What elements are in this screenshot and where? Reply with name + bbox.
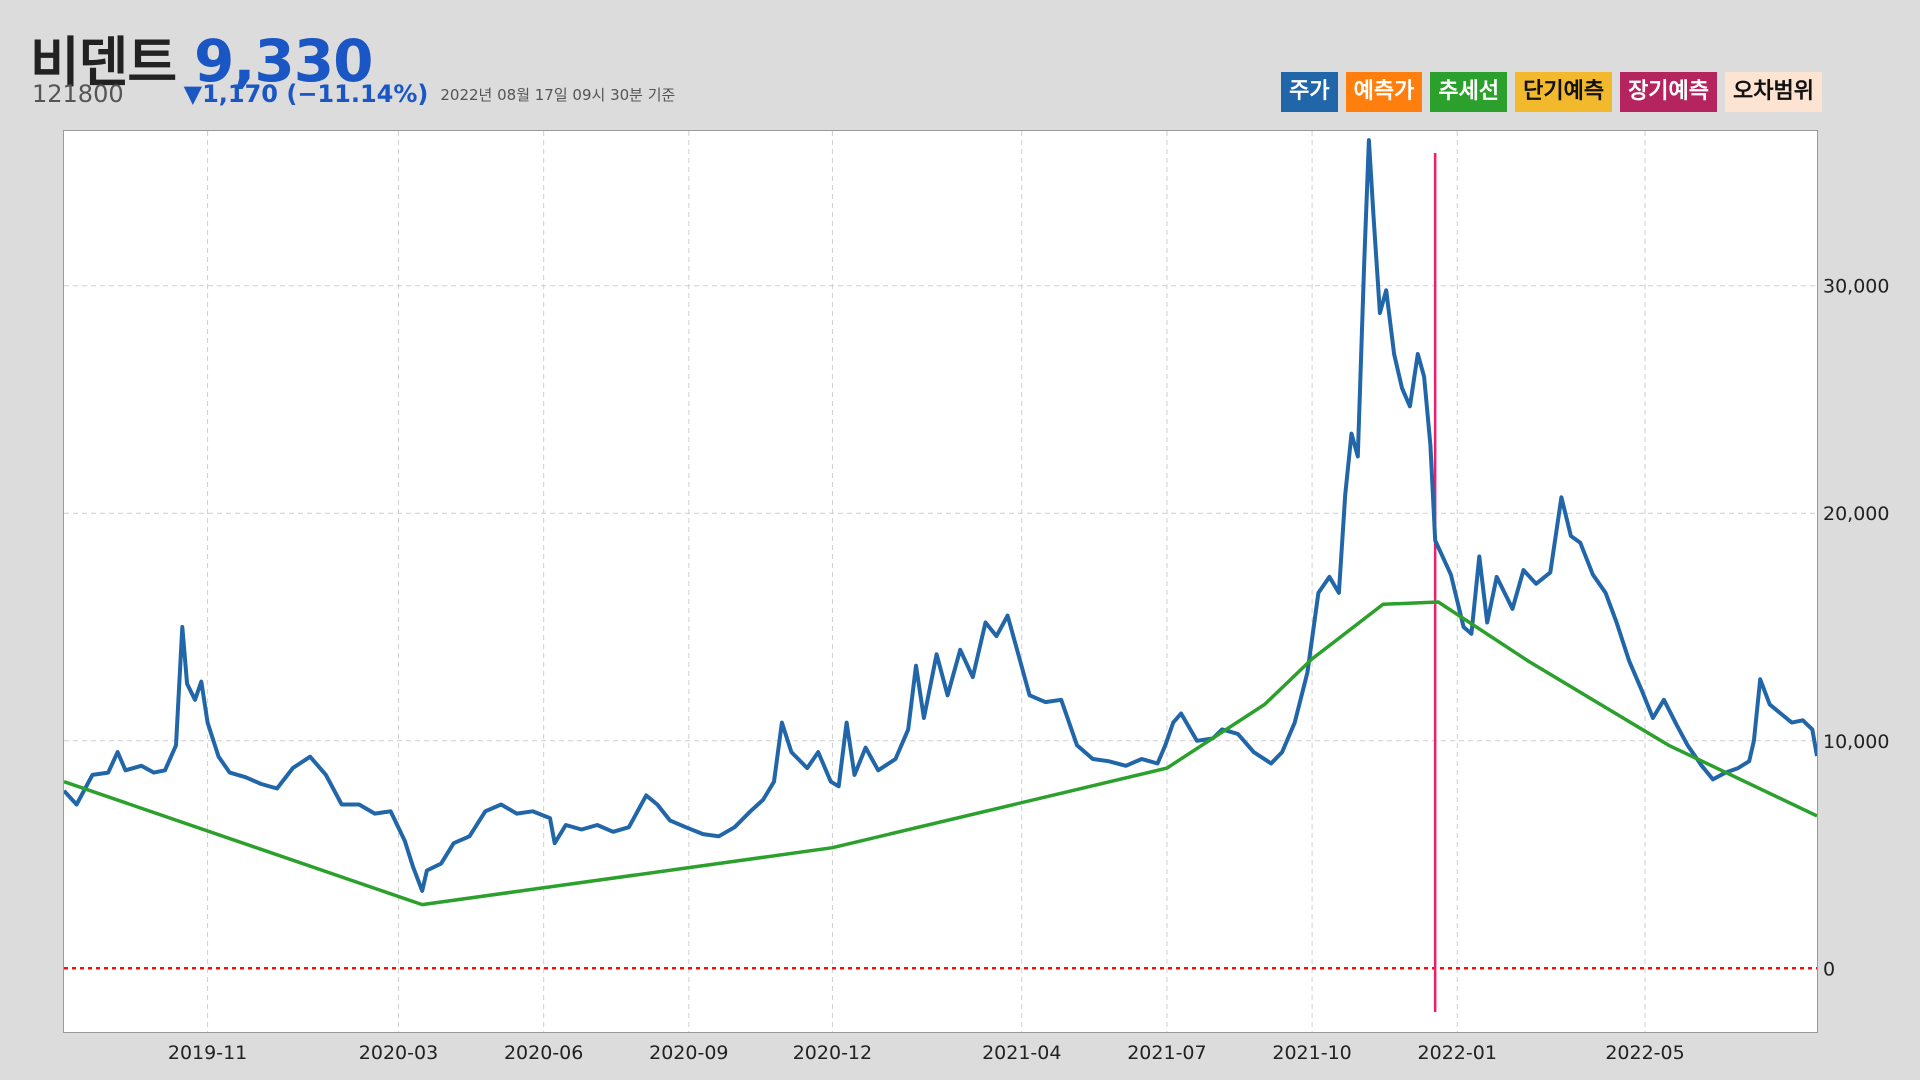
x-tick-label: 2020-03 — [359, 1042, 438, 1064]
title-row: 비덴트 9,330 — [30, 18, 374, 97]
x-tick-label: 2021-10 — [1272, 1042, 1351, 1064]
sub-row: 121800 ▼1,170 (−11.14%) 2022년 08월 17일 09… — [32, 80, 675, 108]
y-tick-label: 0 — [1823, 958, 1835, 980]
legend-item-trend[interactable]: 추세선 — [1430, 72, 1508, 112]
legend-item-predicted[interactable]: 예측가 — [1345, 72, 1423, 112]
chart-area — [62, 130, 1819, 1033]
line-chart — [62, 131, 1819, 1032]
trend-series-line — [63, 600, 1818, 907]
legend-item-error-range[interactable]: 오차범위 — [1725, 72, 1822, 112]
y-tick-label: 30,000 — [1823, 276, 1889, 298]
x-tick-label: 2020-12 — [793, 1042, 872, 1064]
x-tick-label: 2019-11 — [168, 1042, 247, 1064]
price-series-line — [62, 138, 1819, 893]
stock-name: 비덴트 — [30, 31, 177, 94]
x-tick-label: 2020-06 — [504, 1042, 583, 1064]
legend-item-short-term[interactable]: 단기예측 — [1515, 72, 1613, 112]
x-tick-label: 2021-07 — [1127, 1042, 1206, 1064]
price-change: ▼1,170 (−11.14%) — [183, 80, 429, 108]
y-tick-label: 10,000 — [1823, 731, 1889, 753]
reference-lines — [64, 153, 1817, 1012]
stock-code: 121800 — [32, 80, 124, 108]
x-tick-label: 2022-01 — [1418, 1042, 1497, 1064]
grid-lines — [64, 131, 1817, 1032]
y-tick-label: 20,000 — [1823, 503, 1889, 525]
series-lines — [62, 138, 1819, 907]
x-tick-label: 2022-05 — [1605, 1042, 1684, 1064]
timestamp: 2022년 08월 17일 09시 30분 기준 — [440, 85, 676, 104]
legend: 주가 예측가 추세선 단기예측 장기예측 오차범위 — [1281, 72, 1822, 112]
legend-item-price[interactable]: 주가 — [1281, 72, 1338, 112]
stock-price: 9,330 — [194, 27, 373, 95]
legend-item-long-term[interactable]: 장기예측 — [1620, 72, 1718, 112]
x-tick-label: 2021-04 — [982, 1042, 1061, 1064]
x-tick-label: 2020-09 — [649, 1042, 728, 1064]
